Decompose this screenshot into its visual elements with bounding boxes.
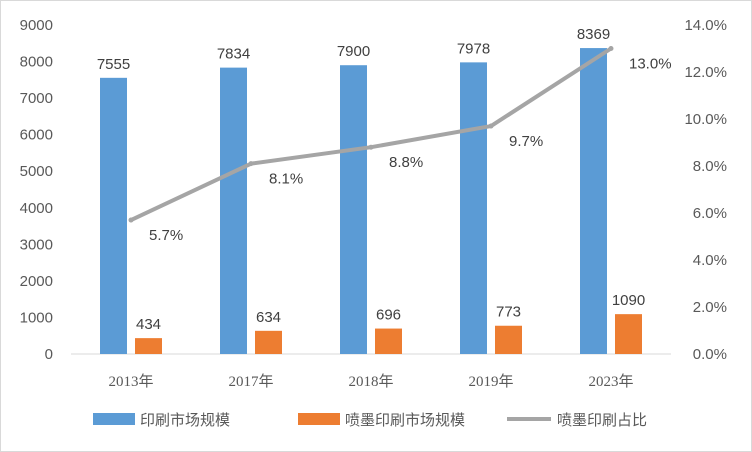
left-axis-tick-label: 7000 <box>20 90 53 107</box>
right-axis-tick-label: 0.0% <box>693 346 727 363</box>
x-axis-category-label: 2023年 <box>588 373 633 390</box>
inkjet-share-point <box>248 161 254 167</box>
left-axis-tick-label: 1000 <box>20 309 53 326</box>
inkjet-share-data-label: 5.7% <box>149 227 183 244</box>
x-axis-category-label: 2013年 <box>108 373 153 390</box>
inkjet-market-data-label: 634 <box>256 309 281 326</box>
inkjet-share-data-label: 9.7% <box>509 133 543 150</box>
x-axis-category-label: 2018年 <box>348 373 393 390</box>
inkjet-market-data-label: 696 <box>376 307 401 324</box>
inkjet-market-data-label: 1090 <box>612 292 645 309</box>
left-axis-tick-label: 9000 <box>20 17 53 34</box>
inkjet-share-data-label: 8.1% <box>269 171 303 188</box>
print-market-bar <box>580 48 607 354</box>
right-axis-tick-label: 10.0% <box>684 111 727 128</box>
print-market-data-label: 7834 <box>217 46 250 63</box>
inkjet-market-data-label: 773 <box>496 304 521 321</box>
inkjet-market-bar <box>375 328 402 354</box>
left-axis-tick-label: 3000 <box>20 236 53 253</box>
print-market-data-label: 7978 <box>457 40 490 57</box>
left-axis-tick-label: 4000 <box>20 200 53 217</box>
right-axis-tick-label: 2.0% <box>693 299 727 316</box>
right-axis-tick-label: 6.0% <box>693 205 727 222</box>
inkjet-market-bar <box>255 330 282 354</box>
print-market-data-label: 7555 <box>97 56 130 73</box>
left-axis-tick-label: 0 <box>45 346 53 363</box>
right-axis-tick-label: 14.0% <box>684 17 727 34</box>
print-market-bar <box>340 65 367 354</box>
inkjet-market-data-label: 434 <box>136 316 161 333</box>
inkjet-share-data-label: 8.8% <box>389 154 423 171</box>
left-axis-tick-label: 5000 <box>20 163 53 180</box>
inkjet-share-point <box>368 144 374 150</box>
left-axis-tick-label: 2000 <box>20 273 53 290</box>
left-axis-tick-label: 8000 <box>20 54 53 71</box>
print-market-bar <box>460 62 487 355</box>
x-axis-category-label: 2019年 <box>468 373 513 390</box>
left-axis-tick-label: 6000 <box>20 127 53 144</box>
inkjet-share-point <box>488 123 494 129</box>
legend-label: 印刷市场规模 <box>140 411 230 429</box>
inkjet-market-bar <box>495 325 522 354</box>
right-axis-tick-label: 8.0% <box>693 158 727 175</box>
inkjet-market-bar <box>615 314 642 354</box>
right-axis-tick-label: 4.0% <box>693 252 727 269</box>
inkjet-share-data-label: 13.0% <box>629 56 672 73</box>
print-market-bar <box>220 67 247 354</box>
legend-swatch <box>298 413 340 425</box>
legend-swatch <box>93 413 135 425</box>
print-market-bar <box>100 77 127 354</box>
inkjet-market-bar <box>135 338 162 354</box>
right-axis-tick-label: 12.0% <box>684 64 727 81</box>
print-market-data-label: 8369 <box>577 26 610 43</box>
inkjet-share-point <box>608 46 614 51</box>
inkjet-share-point <box>128 217 134 223</box>
legend-label: 喷墨印刷占比 <box>557 411 647 429</box>
print-market-data-label: 7900 <box>337 43 370 60</box>
x-axis-category-label: 2017年 <box>228 373 273 390</box>
legend-label: 喷墨印刷市场规模 <box>345 411 465 429</box>
